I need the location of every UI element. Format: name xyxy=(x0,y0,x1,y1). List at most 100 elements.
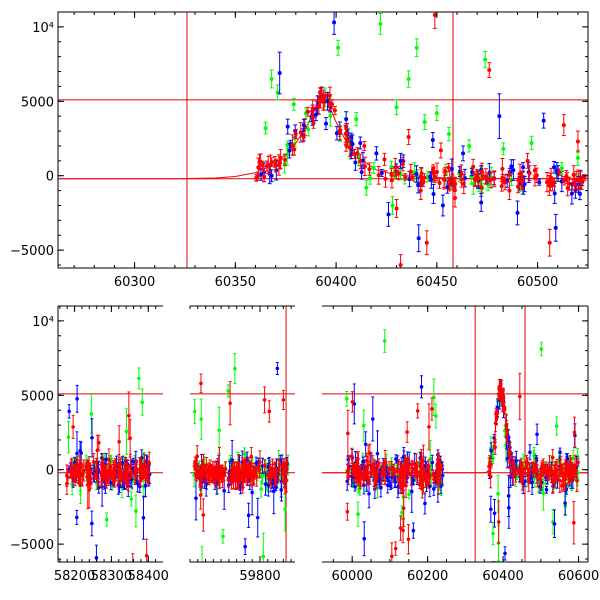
bottom-data-point xyxy=(511,466,516,486)
bottom-data-point xyxy=(520,470,524,478)
bottom-data-point xyxy=(226,384,230,398)
top-band-point xyxy=(327,86,332,105)
bottom-data-point xyxy=(249,466,253,483)
top-band-point xyxy=(368,171,373,185)
bottom-data-point xyxy=(281,389,286,410)
top-band-point xyxy=(367,162,372,176)
top-band-point xyxy=(507,170,512,180)
bottom-data-point xyxy=(418,457,423,473)
top-data-point xyxy=(541,112,546,129)
top-band-point xyxy=(410,173,415,181)
top-data-point xyxy=(569,182,574,205)
bottom-data-point xyxy=(555,472,560,481)
bottom-data-point xyxy=(350,391,355,413)
bottom-data-point xyxy=(249,447,254,467)
top-data-point xyxy=(553,213,558,242)
top-data-point xyxy=(301,118,306,132)
bottom-data-point xyxy=(411,522,416,539)
bottom-data-point xyxy=(550,467,554,475)
bottom-data-point xyxy=(228,381,232,426)
top-xtick-label: 60350 xyxy=(215,275,256,290)
bottom-data-point xyxy=(147,451,152,474)
bottom-data-point xyxy=(496,500,501,544)
top-data-point xyxy=(305,106,310,117)
top-data-point xyxy=(406,129,411,145)
bottom-data-point xyxy=(69,459,73,479)
top-data-point xyxy=(374,146,379,161)
bottom-data-point xyxy=(91,453,96,471)
bottom-data-point xyxy=(99,464,104,488)
bottom-data-point xyxy=(254,466,259,487)
top-band-point xyxy=(447,177,452,192)
top-data-point xyxy=(487,62,492,78)
top-band-point xyxy=(337,126,342,141)
bottom-data-point xyxy=(107,448,111,471)
bottom-data-point xyxy=(140,388,145,416)
bottom-data-point xyxy=(111,467,115,486)
bottom-data-point xyxy=(94,544,99,562)
bottom-data-point xyxy=(558,463,563,475)
top-data-point xyxy=(277,51,282,95)
top-band-point xyxy=(479,162,484,181)
top-band-point xyxy=(562,176,567,186)
top-data-point xyxy=(394,99,399,116)
top-panel: 60300 60350 60400 60450 60500 −5000 0 5000 10⁴ xyxy=(10,11,589,290)
bottom-data-point xyxy=(231,467,236,490)
top-band-point xyxy=(544,172,549,193)
bottom-data-point xyxy=(84,462,88,471)
bottom-segment-2 xyxy=(322,306,588,562)
top-data-point xyxy=(515,200,520,226)
top-band-point xyxy=(474,169,479,182)
bottom-data-point xyxy=(427,403,431,451)
top-band-point xyxy=(362,156,367,177)
top-band-point xyxy=(258,153,263,171)
top-data-point xyxy=(394,199,399,218)
bottom-data-point xyxy=(362,409,366,442)
top-ytick-label: −5000 xyxy=(10,244,54,259)
top-data-point xyxy=(483,50,488,69)
top-data-point xyxy=(479,193,484,212)
top-data-point xyxy=(344,123,349,134)
top-data-point xyxy=(406,70,411,88)
top-data-point xyxy=(575,130,580,153)
bottom-data-point xyxy=(88,463,92,478)
top-band-point xyxy=(290,134,295,156)
bottom-data-point xyxy=(217,446,222,490)
bottom-data-point xyxy=(389,460,394,477)
top-data-point xyxy=(416,224,421,253)
bottom-data-point xyxy=(104,469,108,478)
top-band-point xyxy=(393,157,398,177)
bottom-data-point xyxy=(221,529,225,544)
bottom-data-point xyxy=(350,465,355,476)
bottom-data-point xyxy=(553,461,558,483)
top-band-point xyxy=(400,156,405,172)
bottom-data-point xyxy=(393,475,398,489)
bottom-data-point xyxy=(563,490,567,516)
top-band-point xyxy=(371,161,376,174)
bottom-xtick-label: 60200 xyxy=(407,569,448,584)
bottom-data-point xyxy=(124,408,129,455)
bottom-data-point xyxy=(421,444,426,494)
top-data-point xyxy=(382,152,387,166)
bottom-data-point xyxy=(85,460,90,510)
bottom-data-point xyxy=(544,461,548,471)
top-data-point xyxy=(398,152,403,169)
bottom-data-point xyxy=(108,469,112,478)
bottom-data-point xyxy=(496,474,500,513)
top-data-point xyxy=(529,135,534,151)
bottom-data-point xyxy=(393,541,398,556)
bottom-data-point xyxy=(415,403,420,419)
top-data-point xyxy=(414,38,419,58)
bottom-data-point xyxy=(403,458,407,468)
bottom-data-point xyxy=(488,464,493,489)
bottom-data-point xyxy=(355,452,360,470)
bottom-data-point xyxy=(401,489,406,528)
bottom-data-point xyxy=(65,464,69,487)
bottom-data-point xyxy=(398,515,403,541)
bottom-data-point xyxy=(406,459,411,476)
bottom-data-point xyxy=(212,468,216,485)
bottom-data-point xyxy=(515,466,520,475)
bottom-data-point xyxy=(410,460,414,469)
top-data-point xyxy=(291,97,296,111)
